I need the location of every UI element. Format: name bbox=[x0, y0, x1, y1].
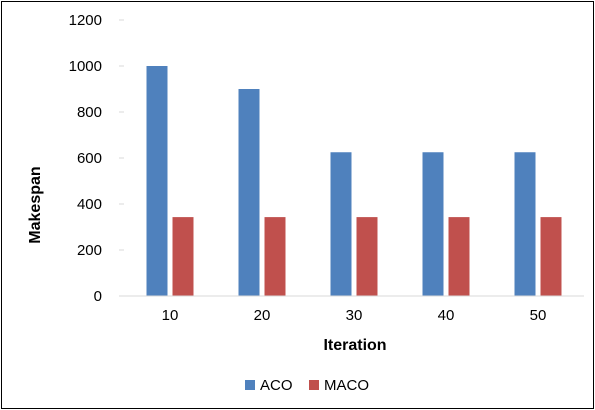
bar-maco-10 bbox=[172, 217, 194, 296]
bar-maco-40 bbox=[448, 217, 470, 296]
legend-swatch-aco bbox=[245, 380, 255, 390]
y-tick-label: 600 bbox=[77, 150, 102, 167]
y-tick-label: 800 bbox=[77, 104, 102, 121]
y-tick-label: 200 bbox=[77, 242, 102, 259]
y-tick-label: 1000 bbox=[69, 58, 102, 75]
x-tick-label: 10 bbox=[162, 307, 179, 324]
bars bbox=[146, 66, 562, 296]
bar-aco-30 bbox=[330, 152, 352, 296]
x-tick-label: 40 bbox=[438, 307, 455, 324]
bar-aco-20 bbox=[238, 89, 260, 296]
y-tick-label: 0 bbox=[94, 288, 102, 305]
bar-aco-50 bbox=[514, 152, 536, 296]
bar-aco-10 bbox=[146, 66, 168, 296]
bar-aco-40 bbox=[422, 152, 444, 296]
x-tick-label: 20 bbox=[254, 307, 271, 324]
x-tick-label: 30 bbox=[346, 307, 363, 324]
y-axis-title: Makespan bbox=[27, 166, 44, 243]
bar-maco-30 bbox=[356, 217, 378, 296]
x-axis-title: Iteration bbox=[323, 337, 386, 354]
y-tick-label: 1200 bbox=[69, 12, 102, 29]
bar-maco-20 bbox=[264, 217, 286, 296]
legend-swatch-maco bbox=[309, 380, 319, 390]
legend: ACO MACO bbox=[245, 377, 369, 394]
x-axis-ticks: 10 20 30 40 50 bbox=[162, 307, 547, 324]
bar-maco-50 bbox=[540, 217, 562, 296]
y-axis-ticks: 0 200 400 600 800 1000 1200 bbox=[69, 12, 124, 305]
x-tick-label: 50 bbox=[530, 307, 547, 324]
y-tick-label: 400 bbox=[77, 196, 102, 213]
legend-label-maco: MACO bbox=[324, 377, 369, 394]
legend-label-aco: ACO bbox=[260, 377, 293, 394]
